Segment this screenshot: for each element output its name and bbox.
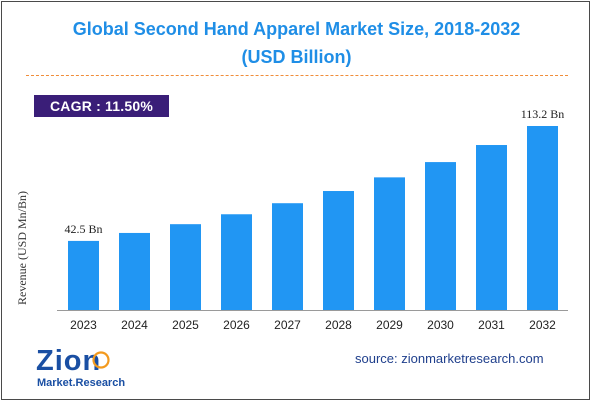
cagr-badge: CAGR : 11.50% [34, 95, 169, 117]
bar-2025 [170, 224, 201, 310]
title-divider [26, 75, 568, 76]
x-tick-label: 2027 [274, 318, 301, 332]
x-tick-label: 2023 [70, 318, 97, 332]
bar-2028 [323, 191, 354, 310]
x-tick-label: 2025 [172, 318, 199, 332]
logo-word: Zion [36, 345, 101, 377]
bar-2032 [527, 126, 558, 310]
zion-logo: Zion Market.Research [36, 345, 125, 389]
x-tick-label: 2026 [223, 318, 250, 332]
bar-2024 [119, 232, 150, 310]
chart-subtitle: (USD Billion) [241, 47, 352, 67]
bar-2023 [68, 240, 99, 310]
x-tick-label: 2024 [121, 318, 148, 332]
data-label: 113.2 Bn [521, 107, 565, 121]
bar-2031 [476, 145, 507, 310]
logo-sub: Market.Research [37, 377, 125, 389]
chart-title: Global Second Hand Apparel Market Size, … [72, 19, 521, 39]
bar-2027 [272, 203, 303, 310]
x-tick-label: 2032 [529, 318, 556, 332]
x-tick-label: 2029 [376, 318, 403, 332]
source-text: source: zionmarketresearch.com [355, 351, 544, 366]
logo-globe-icon [92, 351, 110, 369]
x-tick-label: 2030 [427, 318, 454, 332]
data-label: 42.5 Bn [64, 222, 102, 236]
bar-2030 [425, 162, 456, 310]
bar-2029 [374, 177, 405, 310]
x-tick-label: 2031 [478, 318, 505, 332]
bar-2026 [221, 214, 252, 310]
x-tick-label: 2028 [325, 318, 352, 332]
